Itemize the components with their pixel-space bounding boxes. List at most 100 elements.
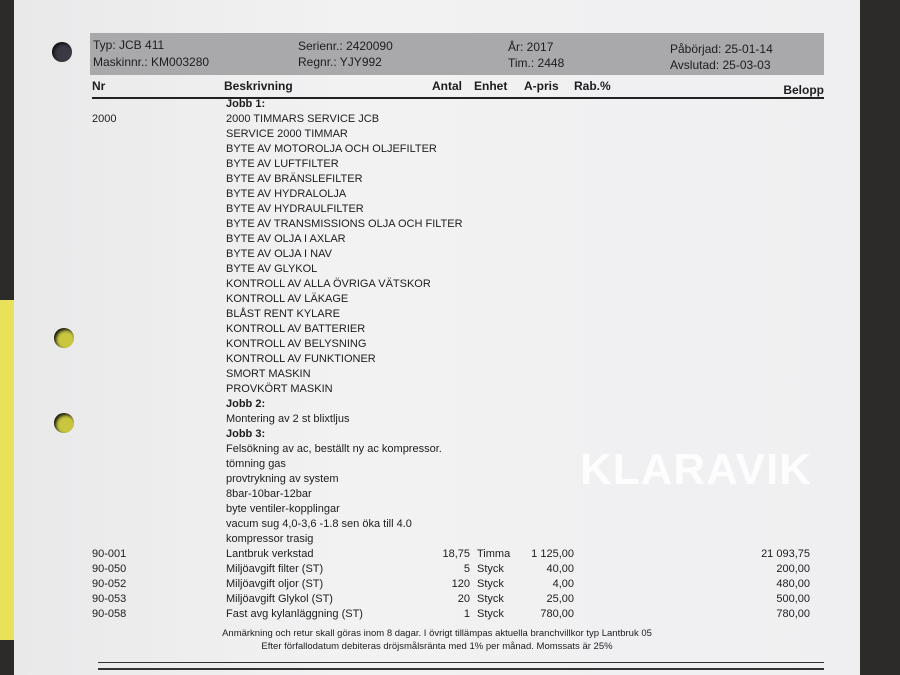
table-row: BYTE AV TRANSMISSIONS OLJA OCH FILTER [14, 217, 860, 232]
table-row: Jobb 2: [14, 397, 860, 412]
divider [98, 668, 824, 670]
punch-hole [52, 42, 72, 62]
item-unit: Timma [477, 548, 511, 560]
registration-number: Regnr.: YJY992 [298, 55, 382, 69]
item-description: Lantbruk verkstad [226, 548, 314, 560]
item-description: Felsökning av ac, beställt ny ac kompres… [226, 443, 442, 455]
item-unit-price: 780,00 [540, 608, 574, 620]
table-row: SMORT MASKIN [14, 367, 860, 382]
table-row: KONTROLL AV BATTERIER [14, 322, 860, 337]
table-row: BYTE AV LUFTFILTER [14, 157, 860, 172]
item-description: BLÅST RENT KYLARE [226, 308, 340, 320]
item-description: Jobb 2: [226, 398, 266, 410]
item-description: tömning gas [226, 458, 286, 470]
item-number: 2000 [92, 113, 117, 125]
table-row: 90-050 Miljöavgift filter (ST) 5 Styck 40,00… [14, 562, 860, 577]
col-beskrivning: Beskrivning [224, 79, 293, 93]
item-amount: 480,00 [776, 578, 810, 590]
table-row: vacum sug 4,0-3,6 -1.8 sen öka till 4.0 [14, 517, 860, 532]
item-number: 90-050 [92, 563, 127, 575]
item-number: 90-052 [92, 578, 127, 590]
hours: Tim.: 2448 [508, 56, 565, 70]
item-unit-price: 40,00 [546, 563, 574, 575]
item-description: SERVICE 2000 TIMMAR [226, 128, 348, 140]
table-row: SERVICE 2000 TIMMAR [14, 127, 860, 142]
table-row: KONTROLL AV LÄKAGE [14, 292, 860, 307]
table-row: provtrykning av system [14, 472, 860, 487]
item-description: BYTE AV LUFTFILTER [226, 158, 339, 170]
item-unit-price: 4,00 [552, 578, 574, 590]
machine-type: Typ: JCB 411 [93, 38, 165, 52]
item-description: BYTE AV OLJA I AXLAR [226, 233, 346, 245]
col-nr: Nr [92, 79, 106, 93]
punch-hole [54, 413, 74, 433]
table-row: 90-001 Lantbruk verkstad 18,75 Timma 1 125,0… [14, 547, 860, 562]
table-row: BYTE AV OLJA I AXLAR [14, 232, 860, 247]
item-number: 90-053 [92, 593, 127, 605]
table-row: BYTE AV MOTOROLJA OCH OLJEFILTER [14, 142, 860, 157]
item-description: SMORT MASKIN [226, 368, 311, 380]
item-description: 8bar-10bar-12bar [226, 488, 312, 500]
table-row: kompressor trasig [14, 532, 860, 547]
invoice-page: Typ: JCB 411 Maskinnr.: KM003280 Serienr… [14, 0, 860, 675]
item-unit: Styck [477, 563, 504, 575]
item-description: BYTE AV GLYKOL [226, 263, 318, 275]
machine-number: Maskinnr.: KM003280 [93, 55, 210, 69]
item-description: Miljöavgift oljor (ST) [226, 578, 324, 590]
invoice-lines: Jobb 1: 2000 2000 TIMMARS SERVICE JCB SERVI… [14, 97, 860, 622]
item-description: BYTE AV TRANSMISSIONS OLJA OCH FILTER [226, 218, 463, 230]
table-row: BYTE AV HYDRALOLJA [14, 187, 860, 202]
item-description: KONTROLL AV FUNKTIONER [226, 353, 376, 365]
sticky-note [0, 300, 18, 640]
footer-terms: Anmärkning och retur skall göras inom 8 … [222, 628, 652, 639]
column-headers: Nr Beskrivning Antal Enhet A-pris Rab.% … [92, 79, 824, 99]
item-quantity: 120 [451, 578, 470, 590]
table-row: PROVKÖRT MASKIN [14, 382, 860, 397]
item-description: vacum sug 4,0-3,6 -1.8 sen öka till 4.0 [226, 518, 412, 530]
item-description: KONTROLL AV BELYSNING [226, 338, 367, 350]
machine-info-header: Typ: JCB 411 Maskinnr.: KM003280 Serienr… [90, 33, 824, 75]
table-row: KONTROLL AV FUNKTIONER [14, 352, 860, 367]
item-amount: 21 093,75 [761, 548, 810, 560]
serial-number: Serienr.: 2420090 [298, 39, 393, 53]
table-row: 90-052 Miljöavgift oljor (ST) 120 Styck 4,00… [14, 577, 860, 592]
item-description: BYTE AV MOTOROLJA OCH OLJEFILTER [226, 143, 437, 155]
year: År: 2017 [508, 40, 554, 54]
item-description: BYTE AV BRÄNSLEFILTER [226, 173, 363, 185]
col-rabatt: Rab.% [574, 79, 611, 93]
item-unit: Styck [477, 608, 504, 620]
item-description: BYTE AV HYDRALOLJA [226, 188, 347, 200]
table-row: 90-058 Fast avg kylanläggning (ST) 1 Styck 7… [14, 607, 860, 622]
divider [98, 662, 824, 663]
item-unit: Styck [477, 593, 504, 605]
table-row: Jobb 3: [14, 427, 860, 442]
table-row: Jobb 1: [14, 97, 860, 112]
item-amount: 500,00 [776, 593, 810, 605]
item-unit-price: 1 125,00 [531, 548, 574, 560]
col-antal: Antal [432, 79, 462, 93]
item-description: Jobb 3: [226, 428, 266, 440]
table-row: 8bar-10bar-12bar [14, 487, 860, 502]
item-description: KONTROLL AV ALLA ÖVRIGA VÄTSKOR [226, 278, 431, 290]
table-row: BLÅST RENT KYLARE [14, 307, 860, 322]
item-description: Montering av 2 st blixtljus [226, 413, 350, 425]
table-row: tömning gas [14, 457, 860, 472]
table-row: BYTE AV GLYKOL [14, 262, 860, 277]
item-quantity: 5 [463, 563, 470, 575]
item-description: BYTE AV HYDRAULFILTER [226, 203, 364, 215]
item-amount: 780,00 [776, 608, 810, 620]
table-row: BYTE AV HYDRAULFILTER [14, 202, 860, 217]
item-unit-price: 25,00 [546, 593, 574, 605]
punch-hole [54, 328, 74, 348]
item-description: Miljöavgift filter (ST) [226, 563, 324, 575]
table-row: 90-053 Miljöavgift Glykol (ST) 20 Styck 25,0… [14, 592, 860, 607]
item-number: 90-058 [92, 608, 127, 620]
item-description: Fast avg kylanläggning (ST) [226, 608, 363, 620]
item-quantity: 18,75 [442, 548, 470, 560]
table-row: BYTE AV OLJA I NAV [14, 247, 860, 262]
table-row: KONTROLL AV ALLA ÖVRIGA VÄTSKOR [14, 277, 860, 292]
item-quantity: 1 [463, 608, 470, 620]
table-row: 2000 2000 TIMMARS SERVICE JCB [14, 112, 860, 127]
item-description: PROVKÖRT MASKIN [226, 383, 333, 395]
start-date: Påbörjad: 25-01-14 [670, 42, 773, 56]
